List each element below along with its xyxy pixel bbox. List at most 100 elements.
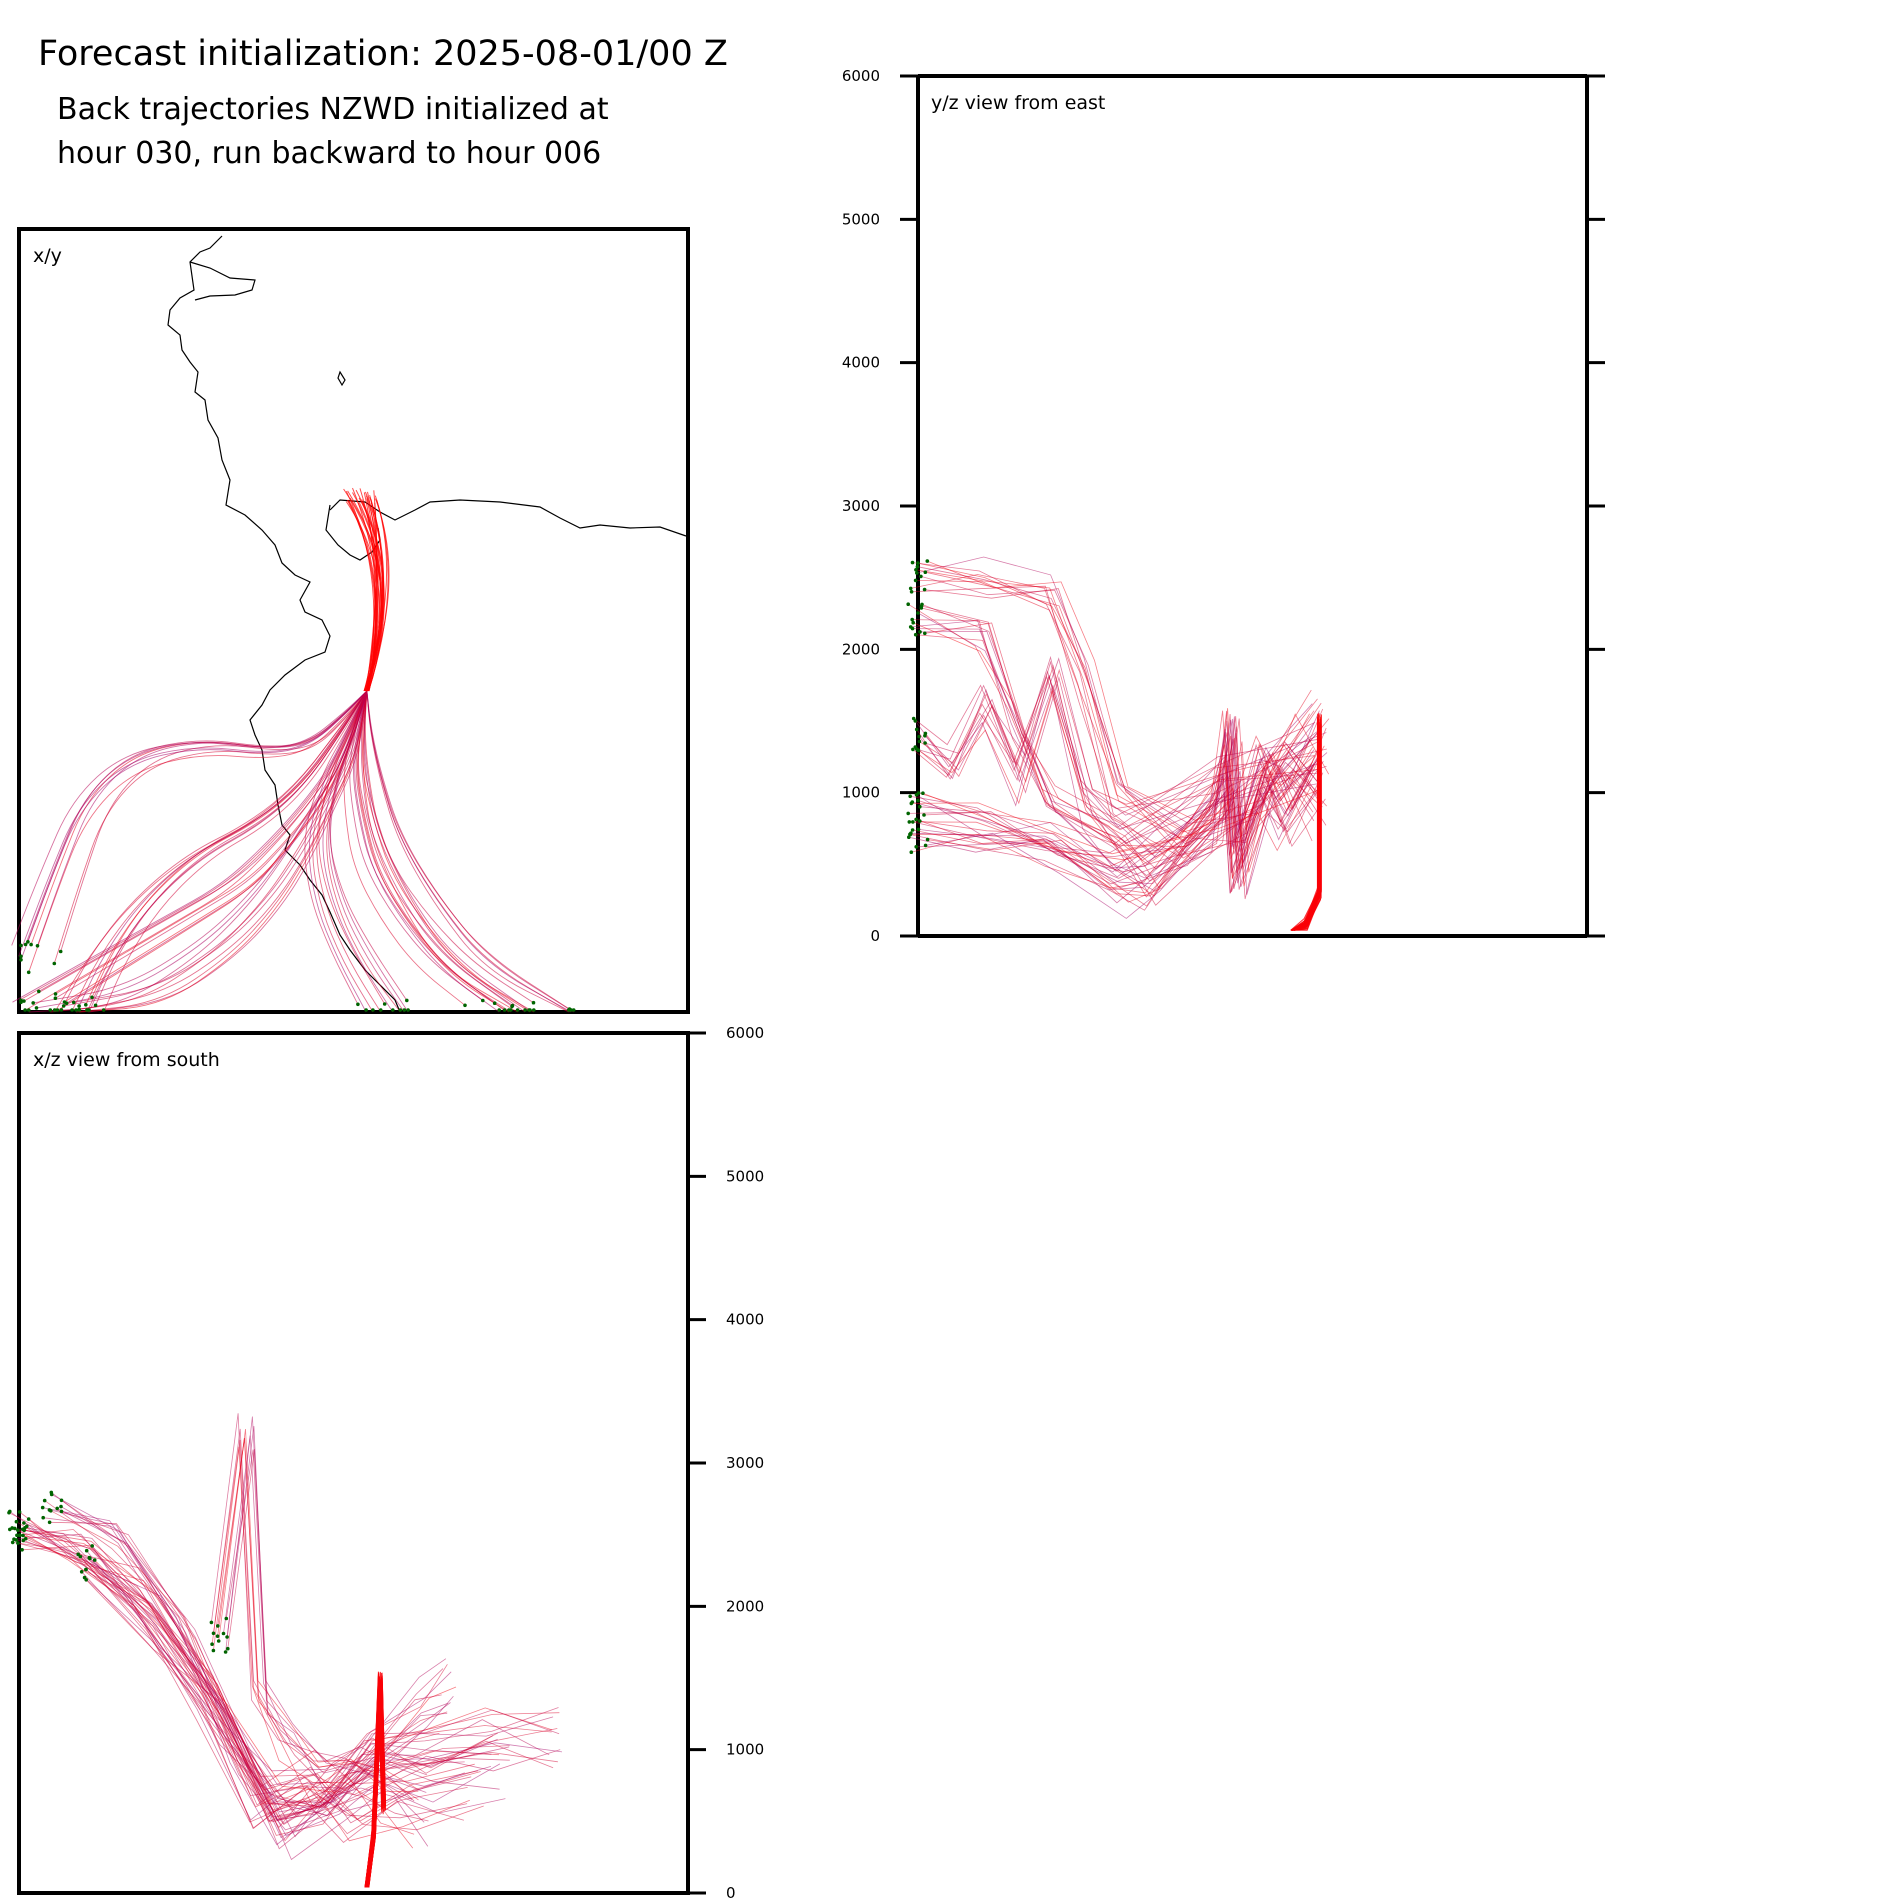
yz-endpoint-marker — [908, 794, 912, 799]
yz-endpoint-marker — [906, 811, 910, 816]
xy-endpoint-marker — [523, 1008, 527, 1012]
xz-trajectory-line — [61, 1511, 510, 1813]
yz-endpoint-marker — [913, 632, 918, 637]
xz-endpoint-marker — [78, 1554, 83, 1559]
xz-tick-label: 5000 — [726, 1167, 764, 1185]
xz-endpoint-marker — [40, 1505, 45, 1510]
xy-endpoint-marker — [515, 1008, 520, 1012]
xy-trajectory-line — [353, 690, 495, 1004]
xy-trajectory-line — [11, 690, 368, 946]
yz-endpoint-marker — [909, 850, 914, 854]
yz-endpoint-marker — [919, 604, 924, 608]
xz-trajectory-line — [51, 1494, 501, 1837]
xy-trajectory-line — [61, 690, 368, 1011]
xz-endpoint-marker — [8, 1509, 12, 1514]
xz-endpoint-marker — [59, 1504, 63, 1509]
xz-endpoint-marker — [59, 1498, 64, 1503]
xy-endpoint-marker — [23, 942, 28, 947]
yz-tick-label: 0 — [870, 927, 880, 945]
xy-endpoint-marker — [569, 1008, 573, 1012]
xy-endpoint-marker — [405, 998, 409, 1003]
yz-endpoint-marker — [919, 574, 923, 579]
xz-endpoint-marker — [21, 1533, 25, 1538]
yz-endpoint-marker — [923, 731, 928, 736]
xz-endpoint-marker — [41, 1515, 45, 1520]
coastline-island — [337, 370, 346, 387]
yz-trajectory-line — [924, 675, 1327, 844]
xz-tick-label: 1000 — [726, 1741, 764, 1759]
panel-xz-yaxis: 0 1000 2000 3000 4000 5000 6000 — [688, 1024, 764, 1900]
yz-endpoint-marker — [914, 817, 918, 822]
xz-endpoint-marker — [16, 1528, 20, 1532]
yz-trajectory-line — [910, 703, 1313, 869]
yz-endpoint-marker — [916, 748, 921, 752]
xy-endpoint-marker — [402, 1008, 407, 1012]
xz-trajectory-line — [12, 1527, 468, 1829]
yz-trajectory-line — [918, 684, 1321, 830]
xy-endpoint-marker — [22, 999, 26, 1003]
xz-trajectory-line — [217, 1438, 419, 1792]
xz-endpoint-marker — [84, 1578, 88, 1582]
xy-trajectory-core — [348, 500, 377, 692]
xy-endpoint-marker — [59, 1008, 64, 1012]
xz-endpoint-marker — [88, 1556, 92, 1561]
xy-trajectory-line — [360, 690, 513, 1007]
yz-endpoint-marker — [916, 611, 920, 615]
xy-endpoint-marker — [571, 1008, 576, 1012]
yz-endpoint-marker — [908, 586, 913, 591]
xz-endpoint-marker — [20, 1527, 25, 1532]
yz-endpoint-marker — [915, 564, 920, 569]
yz-endpoint-marker — [918, 630, 922, 634]
yz-tick-label: 2000 — [842, 640, 880, 658]
xy-endpoint-marker — [391, 1008, 395, 1012]
xy-trajectory-line — [318, 690, 386, 1005]
xz-tick-label: 0 — [726, 1884, 736, 1900]
xy-endpoint-marker — [53, 996, 58, 1000]
yz-tick-label: 1000 — [842, 784, 880, 802]
xy-endpoint-marker — [19, 943, 23, 948]
xy-endpoint-marker — [48, 1008, 53, 1012]
xy-endpoint-marker — [398, 1008, 403, 1012]
xy-endpoint-marker — [70, 1008, 74, 1012]
xy-endpoint-marker — [463, 1003, 467, 1008]
yz-trajectory-line — [916, 660, 1319, 847]
xy-trajectory-core — [347, 499, 376, 692]
yz-trajectory-line — [913, 670, 1316, 818]
yz-trajectory-line — [911, 742, 1314, 879]
xy-endpoint-marker — [84, 1003, 88, 1007]
xy-endpoint-marker — [356, 1002, 360, 1007]
panel-xy: x/y — [11, 227, 690, 1014]
yz-trajectory-line — [915, 675, 1317, 809]
yz-tick-label: 3000 — [842, 497, 880, 515]
xz-trajectory-line — [42, 1507, 492, 1846]
xz-endpoint-marker — [14, 1538, 19, 1542]
xz-trajectory-line — [81, 1571, 444, 1787]
yz-endpoint-marker — [907, 835, 911, 839]
xz-endpoint-marker — [15, 1533, 19, 1538]
yz-endpoint-marker — [925, 837, 930, 842]
yz-endpoint-marker — [921, 791, 925, 795]
panel-xz-label: x/z view from south — [33, 1049, 220, 1071]
xy-endpoint-marker — [85, 1008, 89, 1012]
yz-trajectory-line — [925, 752, 1328, 919]
xz-trajectory-line — [77, 1554, 440, 1807]
xz-endpoint-marker — [84, 1567, 88, 1572]
yz-trajectory-line — [916, 655, 1319, 828]
yz-endpoint-marker — [910, 626, 915, 631]
yz-endpoint-marker — [913, 745, 918, 749]
xy-endpoint-marker — [531, 1000, 536, 1005]
yz-tick-label: 4000 — [842, 354, 880, 372]
xy-endpoint-marker — [23, 1008, 27, 1012]
xz-endpoint-marker — [210, 1642, 214, 1646]
yz-trajectories — [907, 556, 1330, 931]
xy-endpoint-marker — [527, 1008, 531, 1012]
xy-trajectory-line — [364, 690, 530, 1011]
xz-endpoint-marker — [42, 1498, 47, 1503]
xz-endpoint-marker — [211, 1648, 216, 1653]
xz-trajectory-line — [50, 1510, 500, 1842]
yz-trajectory-line — [919, 702, 1322, 897]
xy-endpoint-marker — [371, 1008, 375, 1012]
xz-trajectory-line — [16, 1534, 553, 1805]
xy-trajectory-line — [308, 690, 368, 1013]
xy-endpoint-marker — [382, 1002, 387, 1006]
